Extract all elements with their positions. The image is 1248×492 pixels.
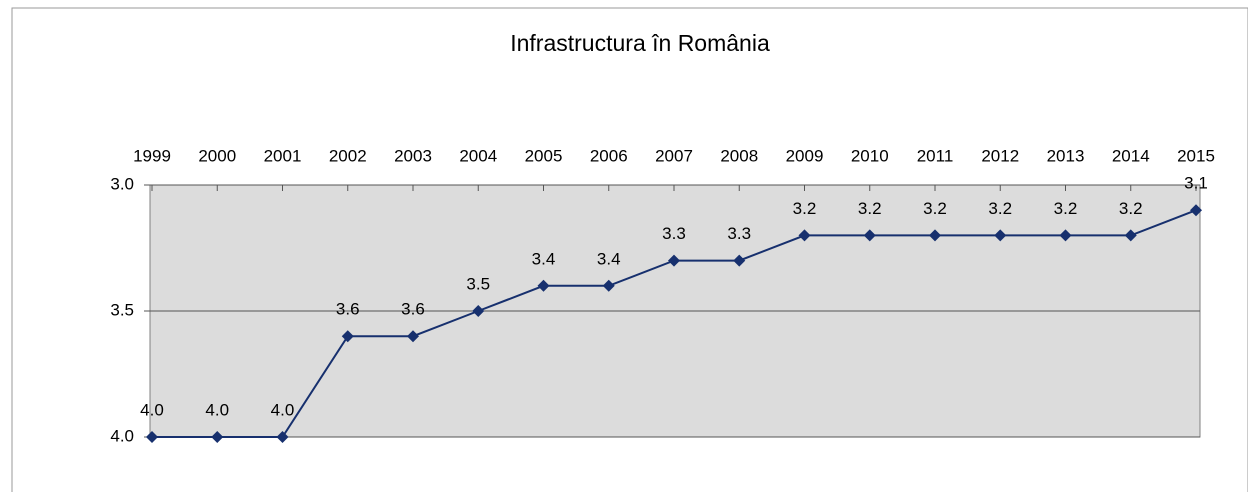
marker xyxy=(341,330,354,343)
data-label: 3.3 xyxy=(727,224,751,243)
marker xyxy=(537,279,550,292)
data-label: 3.5 xyxy=(466,274,490,293)
marker xyxy=(211,431,224,443)
data-label: 3.2 xyxy=(988,199,1012,218)
y-tick-label: 4.0 xyxy=(110,426,134,445)
x-tick-label: 2012 xyxy=(981,146,1019,165)
y-tick-label: 3.5 xyxy=(110,300,134,319)
marker xyxy=(1124,229,1137,242)
marker xyxy=(863,229,876,242)
marker xyxy=(602,279,615,292)
marker xyxy=(994,229,1007,242)
x-tick-label: 2013 xyxy=(1047,146,1085,165)
x-tick-label: 2015 xyxy=(1177,146,1215,165)
x-tick-label: 2009 xyxy=(786,146,824,165)
marker xyxy=(407,330,419,343)
marker xyxy=(276,431,289,443)
data-label: 4.0 xyxy=(205,400,229,419)
data-label: 3.2 xyxy=(1119,199,1143,218)
marker xyxy=(146,431,158,443)
marker xyxy=(668,254,680,267)
marker xyxy=(1059,229,1072,242)
x-tick-label: 2007 xyxy=(655,146,693,165)
data-label: 3.6 xyxy=(401,300,425,319)
data-label: 3.6 xyxy=(336,300,360,319)
data-label: 3.2 xyxy=(923,199,947,218)
x-tick-label: 2010 xyxy=(851,146,889,165)
data-label: 4.0 xyxy=(271,400,295,419)
x-tick-label: 2014 xyxy=(1112,146,1150,165)
marker xyxy=(733,254,746,267)
x-tick-label: 2004 xyxy=(459,146,497,165)
x-tick-label: 1999 xyxy=(133,146,171,165)
data-label: 3.2 xyxy=(793,199,817,218)
x-tick-label: 2006 xyxy=(590,146,628,165)
x-tick-label: 2003 xyxy=(394,146,432,165)
x-tick-label: 2000 xyxy=(198,146,236,165)
marker xyxy=(798,229,811,242)
x-tick-label: 2002 xyxy=(329,146,367,165)
marker xyxy=(929,229,941,242)
x-tick-label: 2001 xyxy=(264,146,302,165)
data-label: 4.0 xyxy=(140,400,164,419)
chart-title: Infrastructura în România xyxy=(510,30,770,56)
data-label: 3.3 xyxy=(662,224,686,243)
marker xyxy=(472,305,485,317)
x-tick-label: 2005 xyxy=(525,146,563,165)
x-tick-label: 2008 xyxy=(720,146,758,165)
data-label: 3.4 xyxy=(532,249,556,268)
data-label: 3.4 xyxy=(597,249,621,268)
data-label: 3.1 xyxy=(1184,174,1208,193)
y-tick-label: 3.0 xyxy=(110,174,134,193)
data-label: 3.2 xyxy=(1054,199,1078,218)
x-tick-label: 2011 xyxy=(917,146,954,165)
marker xyxy=(1190,204,1202,217)
data-label: 3.2 xyxy=(858,199,882,218)
